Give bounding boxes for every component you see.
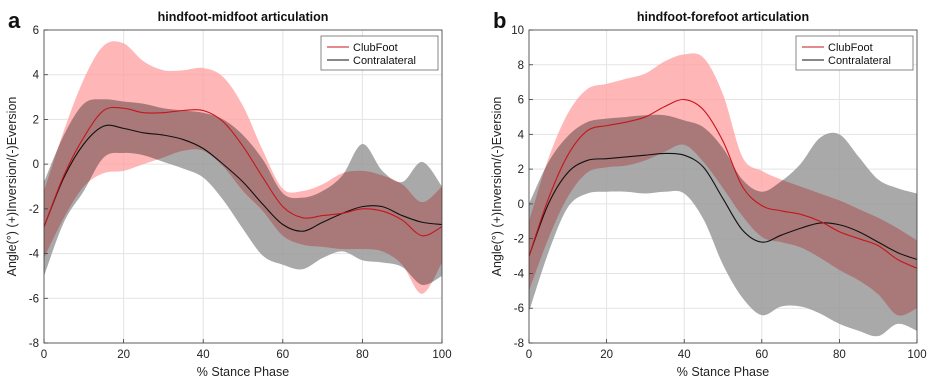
- y-tick-label: -4: [29, 249, 40, 261]
- x-axis-label: % Stance Phase: [677, 365, 769, 379]
- y-tick-label: 0: [518, 199, 524, 211]
- line-clubfoot: [529, 99, 917, 269]
- panel-a: 0 20 40 60 80 100 -8 -6 -4 -2 0 2 4 6 hindfoot-midfoot…: [5, 8, 452, 379]
- y-tick-label: -2: [514, 234, 524, 246]
- x-tick-label: 0: [41, 349, 47, 361]
- line-contralateral: [44, 124, 442, 232]
- x-tick-label: 60: [276, 349, 289, 361]
- data-layer: [44, 41, 442, 294]
- y-tick-label: 2: [518, 164, 524, 176]
- y-tick-label: -2: [29, 204, 39, 216]
- y-tick-label: 0: [33, 159, 39, 171]
- panel-title: hindfoot-midfoot articulation: [158, 10, 329, 24]
- x-tick-label: 40: [678, 349, 691, 361]
- panel-b: 0 20 40 60 80 100 -8 -6 -4 -2 0 2 4 6 8 10 hindfoot-fore…: [490, 8, 927, 379]
- band-clubfoot: [529, 53, 917, 316]
- x-tick-label: 0: [526, 349, 532, 361]
- x-tick-label: 60: [755, 349, 768, 361]
- x-tick-label: 100: [907, 349, 926, 361]
- data-layer: [529, 53, 917, 337]
- y-tick-label: -6: [29, 293, 39, 305]
- x-axis-label: % Stance Phase: [197, 365, 289, 379]
- axes-box: [528, 29, 918, 344]
- y-tick-label: -4: [514, 268, 525, 280]
- legend-box: [795, 35, 914, 71]
- y-tick-label: -8: [29, 338, 39, 350]
- y-tick-label: 2: [33, 114, 39, 126]
- x-tick-label: 100: [432, 349, 451, 361]
- y-axis-label: Angle(°) (+)Inversion/(-)Eversion: [5, 97, 19, 277]
- legend-label: ClubFoot: [828, 42, 873, 54]
- y-tick-label: -8: [514, 338, 524, 350]
- panel-letter: b: [493, 8, 506, 33]
- y-tick-label: 10: [511, 25, 524, 37]
- y-tick-label: -6: [514, 303, 524, 315]
- x-tick-label: 80: [356, 349, 369, 361]
- y-axis-label: Angle(°) (+)Inversion/(-)Eversion: [490, 97, 504, 277]
- axes-box: [43, 29, 443, 344]
- band-clubfoot: [44, 41, 442, 294]
- line-clubfoot: [44, 106, 442, 237]
- x-tick-label: 40: [197, 349, 210, 361]
- y-tick-label: 4: [33, 70, 40, 82]
- x-tick-label: 20: [600, 349, 613, 361]
- legend-label: Contralateral: [353, 55, 416, 67]
- y-tick-label: 4: [518, 129, 525, 141]
- y-tick-label: 8: [518, 60, 524, 72]
- x-tick-label: 20: [117, 349, 130, 361]
- legend-box: [320, 35, 439, 71]
- panel-letter: a: [8, 8, 21, 33]
- y-tick-label: 6: [33, 25, 39, 37]
- line-contralateral: [529, 152, 917, 261]
- y-tick-label: 6: [518, 95, 524, 107]
- panel-title: hindfoot-forefoot articulation: [637, 10, 809, 24]
- legend-label: ClubFoot: [353, 42, 398, 54]
- x-tick-label: 80: [833, 349, 846, 361]
- band-contralateral: [529, 114, 917, 337]
- legend-label: Contralateral: [828, 55, 891, 67]
